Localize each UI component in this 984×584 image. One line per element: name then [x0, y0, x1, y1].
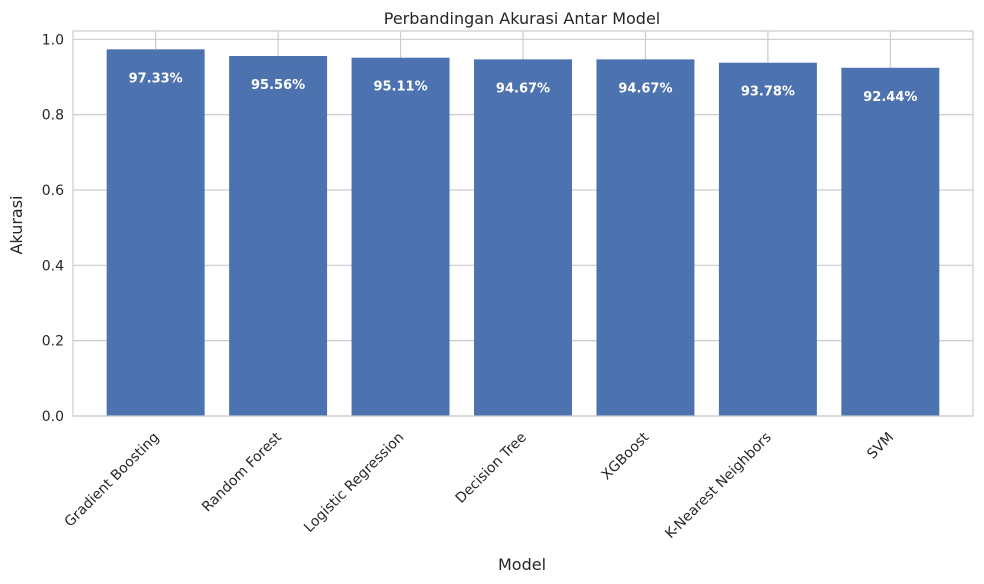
x-tick-label: SVM — [864, 430, 897, 463]
plot-frame — [72, 30, 974, 417]
x-tick-label: Random Forest — [199, 429, 285, 515]
bar — [474, 59, 572, 416]
bars — [106, 49, 940, 417]
bar-value-label: 92.44% — [863, 90, 917, 105]
x-tick-label: Logistic Regression — [301, 430, 407, 536]
y-tick-label: 1.0 — [42, 32, 64, 48]
x-tick-label: XGBoost — [599, 429, 653, 483]
bar-value-labels: 97.33% 95.56% 95.11% 94.67% 94.67% 93.78% 92.4… — [129, 71, 918, 104]
x-tick-label: Decision Tree — [453, 430, 530, 507]
y-tick-label: 0.0 — [42, 409, 64, 425]
bar — [229, 56, 328, 416]
bar-value-label: 94.67% — [618, 81, 672, 96]
x-tick-label: Gradient Boosting — [62, 430, 163, 531]
x-tick-label: K-Nearest Neighbors — [662, 430, 774, 542]
x-tick-labels: Gradient Boosting Random Forest Logistic R… — [62, 429, 898, 542]
chart-title: Perbandingan Akurasi Antar Model — [384, 9, 661, 28]
bar — [596, 59, 695, 416]
y-tick-label: 0.6 — [42, 183, 64, 199]
bar — [718, 62, 817, 416]
y-tick-label: 0.4 — [42, 258, 64, 274]
y-axis-label: Akurasi — [7, 195, 26, 254]
y-tick-label: 0.8 — [42, 108, 64, 124]
bar-value-label: 95.11% — [373, 80, 427, 95]
bar — [841, 67, 940, 416]
bar-value-label: 97.33% — [129, 71, 183, 86]
bar-value-label: 93.78% — [741, 85, 795, 100]
x-axis-label: Model — [498, 555, 546, 574]
y-tick-label: 0.2 — [42, 334, 64, 350]
bar-value-label: 94.67% — [496, 81, 550, 96]
bar — [351, 57, 450, 417]
bar-value-label: 95.56% — [251, 78, 305, 93]
bar — [106, 49, 205, 417]
y-tick-labels: 0.0 0.2 0.4 0.6 0.8 1.0 — [42, 32, 64, 425]
